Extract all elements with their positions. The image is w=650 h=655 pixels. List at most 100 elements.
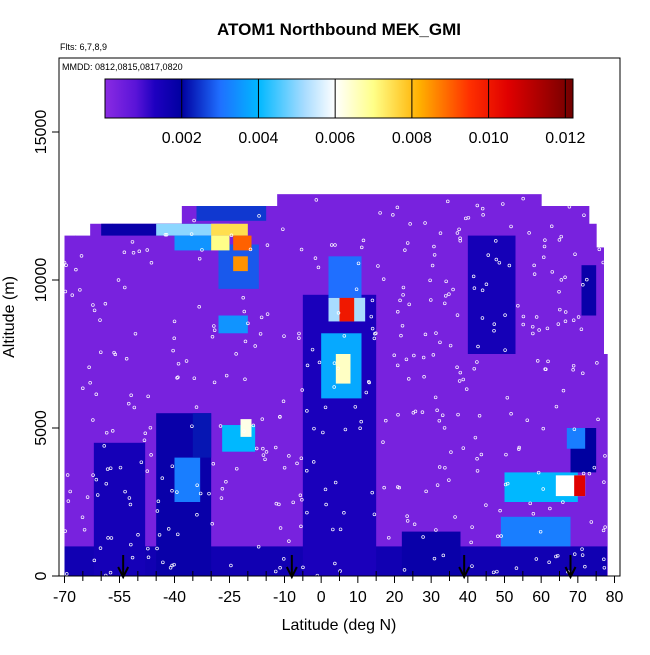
observation-point <box>299 456 304 460</box>
observation-point <box>457 227 461 232</box>
observation-point <box>248 247 253 252</box>
observation-point <box>567 204 572 209</box>
x-tick-label: -55 <box>108 589 131 606</box>
observation-point <box>408 222 412 226</box>
observation-point <box>602 565 607 570</box>
observation-point <box>541 255 546 260</box>
observation-point <box>246 321 250 326</box>
observation-point <box>331 527 335 532</box>
heatmap-cell <box>174 235 212 251</box>
observation-point <box>157 533 162 537</box>
observation-point <box>253 344 257 348</box>
observation-point <box>99 350 103 354</box>
observation-point <box>441 553 446 558</box>
observation-point <box>149 261 154 265</box>
observation-point <box>505 395 510 400</box>
observation-point <box>473 435 478 440</box>
observation-point <box>400 323 405 328</box>
observation-point <box>546 359 550 364</box>
colorbar-tick-label: 0.010 <box>469 130 509 147</box>
observation-point <box>145 248 149 252</box>
observation-point <box>448 343 453 348</box>
observation-point <box>274 501 279 506</box>
observation-point <box>484 282 489 287</box>
observation-point <box>370 298 375 303</box>
observation-point <box>127 496 132 500</box>
observation-point <box>422 375 426 379</box>
observation-point <box>91 473 95 477</box>
heatmap-column <box>262 206 278 576</box>
observation-point <box>572 427 577 431</box>
observation-point <box>589 520 594 524</box>
chart-title: ATOM1 Northbound MEK_GMI <box>217 20 461 39</box>
observation-point <box>470 525 474 529</box>
observation-point <box>105 467 110 471</box>
observation-point <box>210 522 214 526</box>
observation-point <box>587 471 592 476</box>
colorbar-tick-label: 0.008 <box>392 130 432 147</box>
observation-point <box>554 554 558 559</box>
x-tick-label: 70 <box>569 589 587 606</box>
observation-point <box>411 410 416 415</box>
observation-point <box>602 557 606 562</box>
observation-point <box>370 490 374 495</box>
observation-point <box>149 453 153 457</box>
observation-point <box>164 233 169 237</box>
observation-point <box>469 540 473 545</box>
colorbar-tick-label: 0.012 <box>545 130 585 147</box>
observation-point <box>234 466 239 471</box>
observation-point <box>354 287 359 291</box>
observation-point <box>550 270 555 274</box>
observation-point <box>254 446 259 451</box>
observation-point <box>123 489 127 494</box>
observation-point <box>229 233 234 238</box>
observation-point <box>479 452 484 457</box>
observation-point <box>442 426 447 430</box>
observation-point <box>547 560 551 565</box>
observation-point <box>85 495 90 499</box>
observation-point <box>429 298 433 302</box>
observation-point <box>461 446 466 450</box>
observation-point <box>298 493 303 498</box>
observation-point <box>492 322 497 326</box>
observation-point <box>123 285 127 290</box>
heatmap-cell <box>500 516 571 547</box>
observation-point <box>443 465 447 470</box>
observation-point <box>583 564 587 569</box>
x-tick-label: 0 <box>317 589 326 606</box>
observation-point <box>582 213 586 217</box>
observation-point <box>299 247 304 252</box>
y-tick-label: 10000 <box>33 258 50 303</box>
heatmap-cell <box>211 235 230 251</box>
observation-point <box>264 450 269 454</box>
observation-point <box>87 365 91 369</box>
observation-point <box>190 424 194 428</box>
observation-point <box>278 526 283 530</box>
observation-point <box>104 430 109 435</box>
observation-point <box>369 314 374 319</box>
observation-point <box>545 326 550 331</box>
observation-point <box>480 288 485 293</box>
x-tick-label: 40 <box>459 589 477 606</box>
observation-point <box>324 502 328 507</box>
observation-point <box>139 460 144 464</box>
heatmap-cell <box>335 354 351 384</box>
observation-point <box>517 445 521 450</box>
observation-point <box>336 366 340 371</box>
observation-point <box>420 410 425 414</box>
observation-point <box>571 363 576 368</box>
observation-point <box>531 512 536 516</box>
heatmap-cell <box>328 256 362 298</box>
heatmap-cell <box>574 475 586 497</box>
observation-point <box>104 573 108 576</box>
observation-point <box>373 332 377 336</box>
observation-point <box>443 294 448 298</box>
observation-point <box>464 387 469 391</box>
observation-point <box>251 423 256 428</box>
x-tick-label: 80 <box>606 589 624 606</box>
observation-point <box>98 318 102 322</box>
observation-point <box>126 401 131 406</box>
observation-point <box>401 285 406 290</box>
colorbar-gradient <box>104 78 574 119</box>
observation-point <box>530 324 535 329</box>
